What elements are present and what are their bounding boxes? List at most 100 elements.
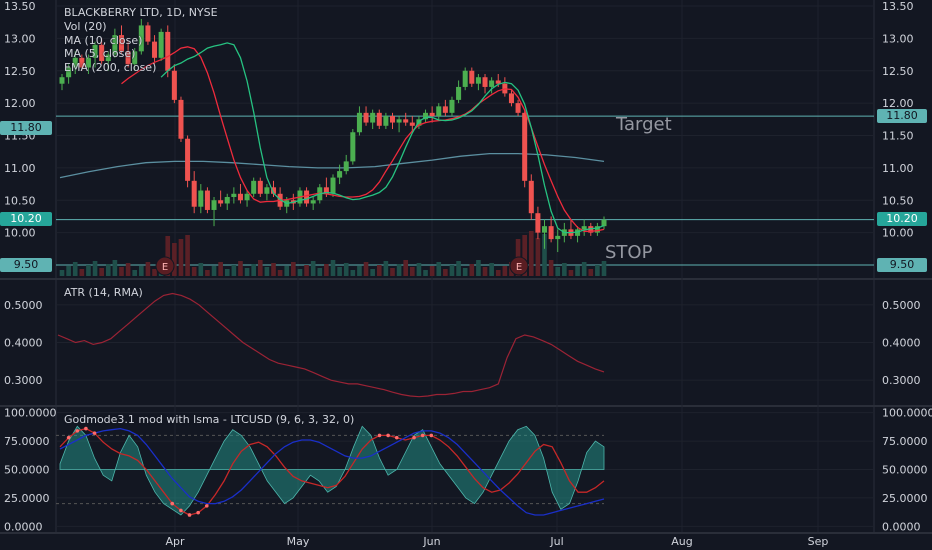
candle-body — [224, 197, 230, 204]
price-tick-label-left: 13.50 — [4, 0, 36, 13]
god-tick-label-right: 75.0000 — [882, 435, 928, 448]
volume-bar — [443, 269, 448, 276]
volume-bar — [125, 263, 131, 276]
volume-bar — [456, 261, 461, 276]
candle-body — [350, 132, 356, 162]
volume-bar — [522, 235, 527, 276]
volume-bar — [489, 263, 494, 276]
volume-bar — [357, 266, 362, 276]
price-tick-label-left: 11.00 — [4, 162, 36, 175]
volume-bar — [291, 262, 296, 276]
atr-tick-label-left: 0.3000 — [4, 374, 43, 387]
volume-bar — [502, 266, 508, 276]
candle-body — [601, 219, 607, 227]
volume-bar — [218, 262, 223, 276]
candle-body — [482, 77, 488, 87]
volume-bar — [482, 267, 488, 276]
volume-bar — [191, 267, 197, 276]
god-extreme-dot — [394, 435, 399, 440]
candle-body — [423, 112, 429, 120]
volume-bar — [390, 268, 395, 276]
volume-bar — [264, 267, 270, 276]
candle-body — [251, 180, 257, 194]
candle-body — [198, 190, 204, 207]
volume-bar — [462, 268, 468, 276]
volume-bar — [562, 263, 567, 276]
god-extreme-dot — [429, 433, 434, 438]
volume-bar — [423, 270, 428, 276]
atr-line — [57, 292, 605, 398]
ma10-line — [121, 46, 605, 232]
candle-body — [528, 180, 534, 214]
price-tick-label-left: 12.50 — [4, 65, 36, 78]
price-tick-label-left: 12.00 — [4, 97, 36, 110]
volume-bar — [396, 264, 402, 276]
candle-body — [257, 180, 263, 194]
price-tick-label-right: 11.50 — [882, 130, 914, 143]
candle-body — [370, 112, 376, 123]
volume-bar — [99, 268, 104, 276]
candle-body — [118, 35, 124, 52]
candle-body — [383, 116, 389, 126]
volume-bar — [277, 270, 283, 276]
price-tick-label-right: 11.00 — [882, 162, 914, 175]
x-tick-label: Jul — [549, 535, 563, 548]
volume-bar — [231, 265, 237, 276]
god-extreme-dot — [386, 433, 390, 438]
volume-bar — [542, 234, 547, 276]
volume-bar — [403, 260, 409, 276]
candle-body — [323, 187, 329, 194]
volume-bar — [185, 235, 190, 276]
volume-bar — [350, 270, 356, 276]
candle-body — [522, 112, 528, 181]
volume-bar — [92, 261, 98, 276]
god-extreme-dot — [377, 433, 382, 438]
candle-body — [158, 31, 164, 58]
god-extreme-dot — [204, 504, 209, 508]
volume-bar — [343, 263, 349, 276]
volume-bar — [178, 239, 184, 276]
god-extreme-dot — [92, 431, 97, 435]
atr-panel-title: ATR (14, RMA) — [64, 286, 143, 299]
vol-legend: Vol (20) — [64, 20, 107, 33]
x-tick-label: Sep — [808, 535, 829, 548]
x-tick-label: Apr — [165, 535, 185, 548]
volume-bar — [383, 261, 389, 276]
volume-bar — [271, 263, 276, 276]
god-tick-label-right: 50.0000 — [882, 464, 928, 477]
god-tick-label-left: 50.0000 — [4, 464, 50, 477]
atr-tick-label-right: 0.3000 — [882, 374, 921, 387]
price-tick-label-right: 13.00 — [882, 32, 914, 45]
candle-body — [330, 177, 336, 194]
price-tick-label-right: 12.50 — [882, 65, 914, 78]
volume-bar — [324, 264, 329, 276]
god-tick-label-right: 100.0000 — [882, 407, 932, 420]
candle-body — [356, 112, 362, 133]
volume-bar — [337, 267, 342, 276]
god-tick-label-left: 100.0000 — [4, 407, 57, 420]
candle-body — [72, 57, 78, 68]
candle-body — [403, 119, 409, 123]
god-tick-label-right: 0.0000 — [882, 520, 921, 533]
volume-bar — [363, 262, 369, 276]
volume-bar — [535, 238, 541, 276]
volume-bar — [112, 260, 118, 276]
volume-bar — [72, 262, 78, 276]
volume-bar — [211, 266, 217, 276]
target-price-tag: 11.80 — [877, 109, 927, 123]
candle-body — [125, 51, 131, 65]
volume-bar — [145, 262, 151, 276]
candle-body — [442, 106, 448, 113]
candle-body — [66, 67, 72, 78]
volume-bar — [429, 266, 435, 276]
candle-body — [152, 41, 158, 58]
volume-bar — [310, 261, 316, 276]
candle-body — [588, 226, 594, 233]
earnings-marker-jun — [509, 256, 529, 276]
volume-bar — [59, 270, 65, 276]
earnings-marker-apr-label: E — [162, 262, 168, 273]
candle-body — [409, 122, 415, 126]
price-tick-label-right: 13.50 — [882, 0, 914, 13]
candle-body — [508, 93, 514, 104]
